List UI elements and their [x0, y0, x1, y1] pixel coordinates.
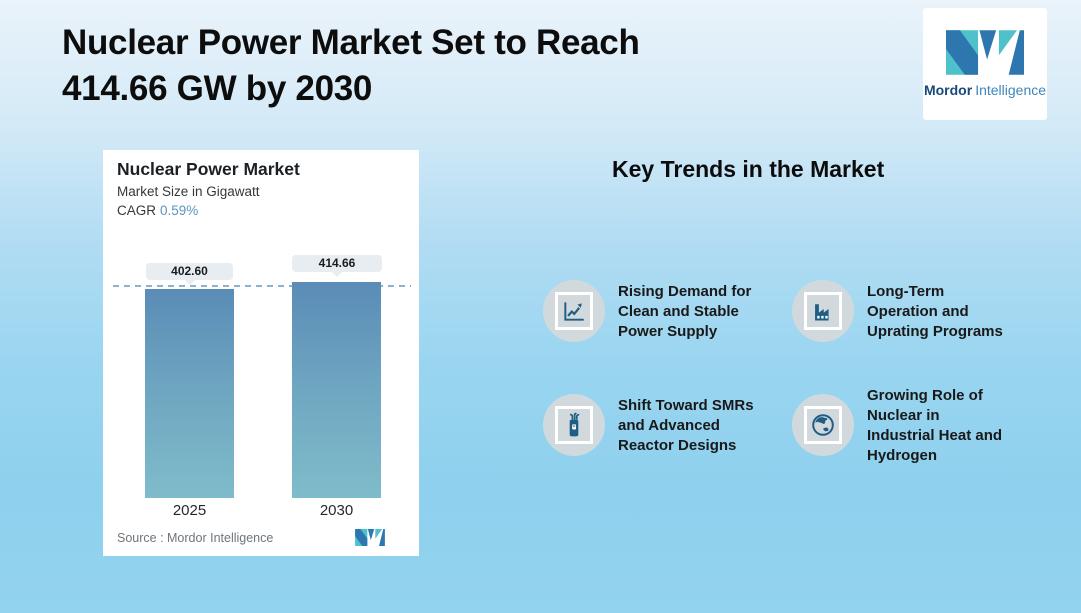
- brand-logo-card: Mordor Intelligence: [923, 8, 1047, 120]
- bar-value-callout-2025: 402.60: [146, 263, 233, 285]
- chart-cagr: CAGR 0.59%: [117, 203, 198, 218]
- trend-line: Industrial Heat and: [867, 427, 1003, 444]
- trend-line: Hydrogen: [867, 447, 938, 464]
- trend-text: Rising Demand for Clean and Stable Power…: [618, 282, 751, 342]
- brand-name-light: Intelligence: [975, 82, 1047, 98]
- chart-title: Nuclear Power Market: [117, 159, 300, 179]
- brand-wordmark: Mordor Intelligence: [924, 82, 1046, 98]
- chart-subtitle: Market Size in Gigawatt: [117, 184, 260, 199]
- globe-icon: [812, 414, 834, 436]
- reference-dashed-line: [113, 285, 411, 287]
- brand-name-bold: Mordor: [923, 82, 973, 98]
- icon-frame: [555, 292, 593, 330]
- trend-icon-circle: [792, 280, 854, 342]
- line-chart-icon: [564, 302, 584, 321]
- smr-reactor-icon: [569, 412, 580, 437]
- trend-line: Growing Role of: [867, 387, 983, 404]
- market-chart-card: Nuclear Power Market Market Size in Giga…: [103, 150, 419, 556]
- trend-line: and Advanced: [618, 417, 720, 434]
- icon-frame: [555, 406, 593, 444]
- trend-item-rising-demand: Rising Demand for Clean and Stable Power…: [543, 280, 823, 370]
- cagr-value: 0.59%: [160, 203, 199, 218]
- trend-line: Rising Demand for: [618, 283, 752, 300]
- trend-text: Shift Toward SMRs and Advanced Reactor D…: [618, 396, 754, 456]
- x-axis-label-2025: 2025: [172, 502, 207, 519]
- factory-icon: [814, 303, 829, 320]
- key-trends-heading: Key Trends in the Market: [612, 156, 885, 182]
- page-title-line1: Nuclear Power Market Set to Reach: [62, 23, 640, 62]
- trend-item-long-term-operation: Long-Term Operation and Uprating Program…: [792, 280, 1072, 370]
- bar-value-callout-2030: 414.66: [292, 255, 382, 277]
- trend-line: Shift Toward SMRs: [618, 397, 754, 414]
- page-title-line2: 414.66 GW by 2030: [62, 69, 373, 108]
- trend-icon-circle: [792, 394, 854, 456]
- trend-text: Long-Term Operation and Uprating Program…: [867, 282, 1003, 342]
- trend-line: Clean and Stable: [618, 303, 739, 320]
- trend-line: Operation and: [867, 303, 969, 320]
- trend-line: Uprating Programs: [867, 323, 1003, 340]
- trend-line: Nuclear in: [867, 407, 940, 424]
- trend-line: Reactor Designs: [618, 437, 737, 454]
- page-title: Nuclear Power Market Set to Reach 414.66…: [62, 20, 640, 112]
- mordor-logo-icon: [946, 30, 1024, 75]
- source-attribution: Source : Mordor Intelligence: [117, 531, 274, 545]
- bar-2025: [145, 289, 234, 498]
- trend-line: Long-Term: [867, 283, 945, 300]
- cagr-label: CAGR: [117, 203, 157, 218]
- bar-2030: [292, 282, 381, 498]
- trend-icon-circle: [543, 280, 605, 342]
- mordor-logo-mini-icon: [355, 529, 385, 546]
- trend-item-industrial-heat: Growing Role of Nuclear in Industrial He…: [792, 387, 1072, 484]
- trend-line: Power Supply: [618, 323, 718, 340]
- trend-text: Growing Role of Nuclear in Industrial He…: [867, 386, 1002, 466]
- icon-frame: [804, 292, 842, 330]
- x-axis-label-2030: 2030: [319, 502, 354, 519]
- trend-icon-circle: [543, 394, 605, 456]
- icon-frame: [804, 406, 842, 444]
- trend-item-smr-shift: Shift Toward SMRs and Advanced Reactor D…: [543, 394, 823, 484]
